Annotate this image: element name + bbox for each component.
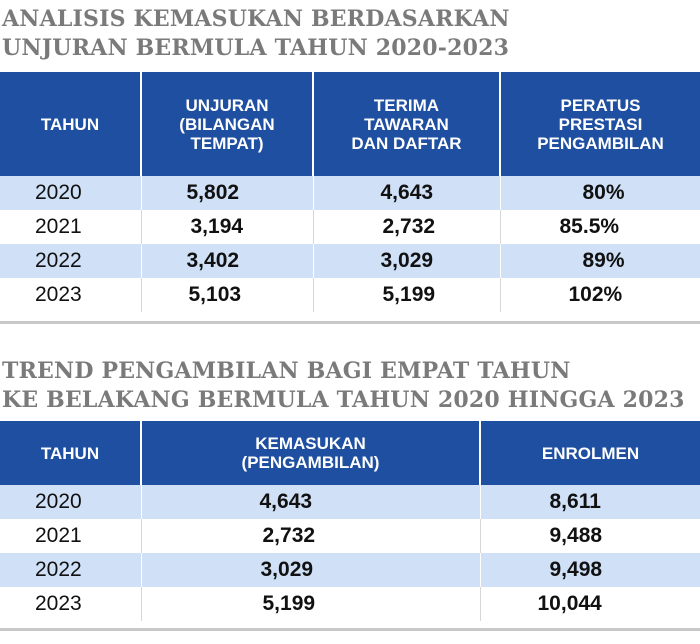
table-row: 2023 5,103 5,199 102% — [0, 278, 700, 312]
table1-title: ANALISIS KEMASUKAN BERDASARKAN UNJURAN B… — [2, 5, 510, 63]
projection-cell: 3,194 — [141, 210, 314, 244]
admission-projection-table: TAHUN UNJURAN (BILANGAN TEMPAT) TERIMA T… — [0, 72, 700, 312]
table-row: 2021 2,732 9,488 — [0, 519, 700, 553]
year-cell: 2021 — [0, 519, 142, 553]
column-header-enrolment: ENROLMEN — [480, 421, 700, 485]
year-cell: 2023 — [0, 587, 142, 621]
year-cell: 2021 — [0, 210, 142, 244]
accepted-cell: 5,199 — [313, 278, 501, 312]
section-divider — [0, 321, 700, 324]
percentage-cell: 85.5% — [500, 210, 700, 244]
intake-trend-table: TAHUN KEMASUKAN (PENGAMBILAN) ENROLMEN 2… — [0, 421, 700, 621]
enrolment-cell: 10,044 — [480, 587, 700, 621]
enrolment-cell: 9,498 — [480, 553, 700, 587]
table1-title-line-1: ANALISIS KEMASUKAN BERDASARKAN — [2, 6, 510, 32]
table-row: 2022 3,029 9,498 — [0, 553, 700, 587]
intake-cell: 4,643 — [141, 485, 481, 519]
projection-cell: 5,802 — [141, 176, 314, 210]
column-header-year: TAHUN — [0, 421, 142, 485]
column-header-intake: KEMASUKAN (PENGAMBILAN) — [141, 421, 481, 485]
table-row: 2023 5,199 10,044 — [0, 587, 700, 621]
table2-title: TREND PENGAMBILAN BAGI EMPAT TAHUN KE BE… — [2, 357, 685, 415]
table-header-row: TAHUN UNJURAN (BILANGAN TEMPAT) TERIMA T… — [0, 72, 700, 176]
year-cell: 2022 — [0, 553, 142, 587]
intake-cell: 5,199 — [141, 587, 481, 621]
year-cell: 2020 — [0, 176, 142, 210]
table-row: 2020 5,802 4,643 80% — [0, 176, 700, 210]
percentage-cell: 102% — [500, 278, 700, 312]
table2-title-line-1: TREND PENGAMBILAN BAGI EMPAT TAHUN — [2, 358, 571, 384]
accepted-cell: 2,732 — [313, 210, 501, 244]
section-divider — [0, 628, 700, 631]
table-row: 2020 4,643 8,611 — [0, 485, 700, 519]
table-row: 2022 3,402 3,029 89% — [0, 244, 700, 278]
year-cell: 2023 — [0, 278, 142, 312]
column-header-year: TAHUN — [0, 72, 142, 176]
table2-title-line-2: KE BELAKANG BERMULA TAHUN 2020 HINGGA 20… — [2, 387, 685, 413]
table1-title-line-2: UNJURAN BERMULA TAHUN 2020-2023 — [2, 35, 510, 61]
table-row: 2021 3,194 2,732 85.5% — [0, 210, 700, 244]
year-cell: 2020 — [0, 485, 142, 519]
accepted-cell: 3,029 — [313, 244, 501, 278]
intake-cell: 2,732 — [141, 519, 481, 553]
projection-cell: 3,402 — [141, 244, 314, 278]
enrolment-cell: 9,488 — [480, 519, 700, 553]
year-cell: 2022 — [0, 244, 142, 278]
table-header-row: TAHUN KEMASUKAN (PENGAMBILAN) ENROLMEN — [0, 421, 700, 485]
projection-cell: 5,103 — [141, 278, 314, 312]
column-header-accepted-registered: TERIMA TAWARAN DAN DAFTAR — [313, 72, 501, 176]
percentage-cell: 80% — [500, 176, 700, 210]
enrolment-cell: 8,611 — [480, 485, 700, 519]
column-header-projection: UNJURAN (BILANGAN TEMPAT) — [141, 72, 314, 176]
percentage-cell: 89% — [500, 244, 700, 278]
column-header-intake-percentage: PERATUS PRESTASI PENGAMBILAN — [500, 72, 700, 176]
accepted-cell: 4,643 — [313, 176, 501, 210]
intake-cell: 3,029 — [141, 553, 481, 587]
